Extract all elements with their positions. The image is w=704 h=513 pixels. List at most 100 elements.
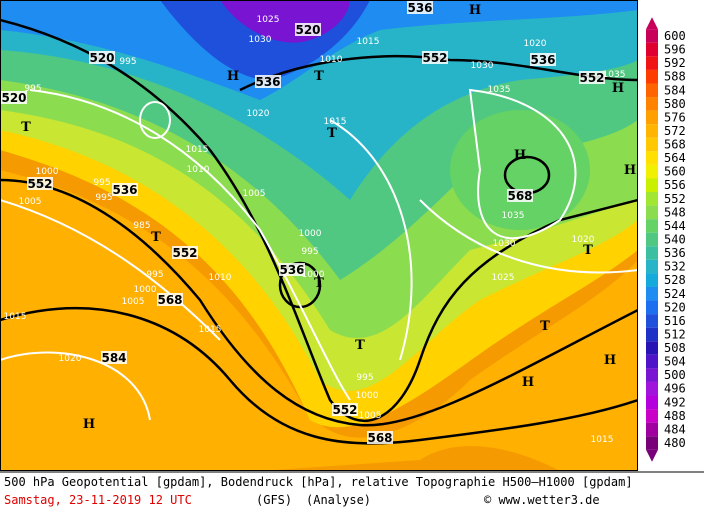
geopotential-label: 568 xyxy=(367,431,392,445)
legend-swatch xyxy=(646,205,658,220)
pressure-label: 995 xyxy=(24,84,41,94)
geopotential-label: 536 xyxy=(530,53,555,67)
pressure-label: 1000 xyxy=(36,167,59,177)
pressure-label: 1015 xyxy=(186,145,209,155)
label-backdrop xyxy=(112,183,138,196)
legend-swatch xyxy=(646,273,658,287)
pressure-center: T xyxy=(314,69,324,84)
legend-label: 520 xyxy=(664,300,686,314)
pressure-label: 1010 xyxy=(209,273,232,283)
pressure-label: 1035 xyxy=(603,70,626,80)
pressure-center: T xyxy=(355,338,365,353)
legend-label: 548 xyxy=(664,205,686,219)
legend-label: 480 xyxy=(664,436,686,450)
pressure-label: 1015 xyxy=(4,312,27,322)
pressure-label: 1005 xyxy=(19,197,42,207)
legend-swatch xyxy=(646,29,658,43)
geopotential-label: 552 xyxy=(579,71,604,85)
pressure-label: 1015 xyxy=(357,37,380,47)
legend-label: 488 xyxy=(664,409,686,423)
legend-swatch xyxy=(646,422,658,437)
pressure-center: H xyxy=(604,353,616,368)
legend-label: 576 xyxy=(664,110,686,124)
map-frame xyxy=(0,0,638,471)
legend-swatch xyxy=(646,97,658,111)
legend-arrow-top xyxy=(646,17,658,30)
footer-run: (Analyse) xyxy=(306,493,371,507)
label-backdrop xyxy=(507,189,533,202)
legend-label: 552 xyxy=(664,192,686,206)
pressure-label: 1005 xyxy=(122,297,145,307)
geopotential-label: 536 xyxy=(112,183,137,197)
geopotential-label: 520 xyxy=(89,51,114,65)
pressure-center: T xyxy=(583,243,593,258)
legend-label: 532 xyxy=(664,260,686,274)
footer-date: Samstag, 23-11-2019 12 UTC xyxy=(4,493,192,507)
legend-label: 596 xyxy=(664,43,686,57)
legend-swatch xyxy=(646,286,658,301)
legend-label: 556 xyxy=(664,178,686,192)
legend-swatch xyxy=(646,192,658,206)
legend-label: 580 xyxy=(664,97,686,111)
pressure-center: H xyxy=(514,148,526,163)
pressure-center: T xyxy=(540,319,550,334)
legend-label: 544 xyxy=(664,219,686,233)
geopotential-label: 536 xyxy=(255,75,280,89)
label-backdrop xyxy=(89,51,115,64)
label-backdrop xyxy=(27,177,53,190)
pressure-label: 1025 xyxy=(257,15,280,25)
legend-swatch xyxy=(646,137,658,152)
pressure-label: 1000 xyxy=(299,229,322,239)
legend-swatch xyxy=(646,259,658,274)
geopotential-label: 568 xyxy=(507,189,532,203)
legend-arrow-bottom xyxy=(646,449,658,462)
legend-swatch xyxy=(646,110,658,125)
legend-swatch xyxy=(646,300,658,315)
label-backdrop xyxy=(422,51,448,64)
legend-label: 484 xyxy=(664,422,686,436)
legend-swatch xyxy=(646,151,658,165)
pressure-label: 1010 xyxy=(187,165,210,175)
pressure-center: H xyxy=(624,163,636,178)
pressure-label: 1000 xyxy=(302,270,325,280)
label-backdrop xyxy=(157,293,183,306)
label-backdrop xyxy=(295,23,321,36)
legend-label: 588 xyxy=(664,70,686,84)
pressure-label: 1005 xyxy=(243,189,266,199)
pressure-center: T xyxy=(21,120,31,135)
pressure-label: 1005 xyxy=(359,411,382,421)
pressure-label: 1030 xyxy=(249,35,272,45)
pressure-center: T xyxy=(327,126,337,141)
pressure-label: 995 xyxy=(301,247,318,257)
legend-swatch xyxy=(646,327,658,342)
legend-swatch xyxy=(646,341,658,355)
legend-label: 592 xyxy=(664,56,686,70)
label-backdrop xyxy=(579,71,605,84)
geopotential-label: 536 xyxy=(279,263,304,277)
geopotential-label: 584 xyxy=(101,351,126,365)
legend-swatch xyxy=(646,246,658,260)
pressure-center: H xyxy=(83,417,95,432)
legend-label: 508 xyxy=(664,341,686,355)
legend-swatch xyxy=(646,409,658,423)
footer-line: 500 hPa Geopotential [gpdam], Bodendruck… xyxy=(4,475,633,489)
label-backdrop xyxy=(101,351,127,364)
label-backdrop xyxy=(407,1,433,14)
legend-label: 572 xyxy=(664,124,686,138)
legend-label: 496 xyxy=(664,382,686,396)
pressure-label: 1035 xyxy=(488,85,511,95)
legend-label: 540 xyxy=(664,233,686,247)
label-backdrop xyxy=(1,91,27,104)
pressure-center: T xyxy=(151,230,161,245)
legend-label: 500 xyxy=(664,368,686,382)
geopotential-label: 552 xyxy=(332,403,357,417)
geopotential-label: 536 xyxy=(407,1,432,15)
footer-model: (GFS) xyxy=(256,493,292,507)
legend-label: 584 xyxy=(664,83,686,97)
legend-label: 524 xyxy=(664,287,686,301)
legend-label: 528 xyxy=(664,273,686,287)
pressure-label: 1010 xyxy=(320,55,343,65)
legend-label: 560 xyxy=(664,165,686,179)
pressure-label: 1020 xyxy=(59,354,82,364)
geopotential-label: 520 xyxy=(295,23,320,37)
